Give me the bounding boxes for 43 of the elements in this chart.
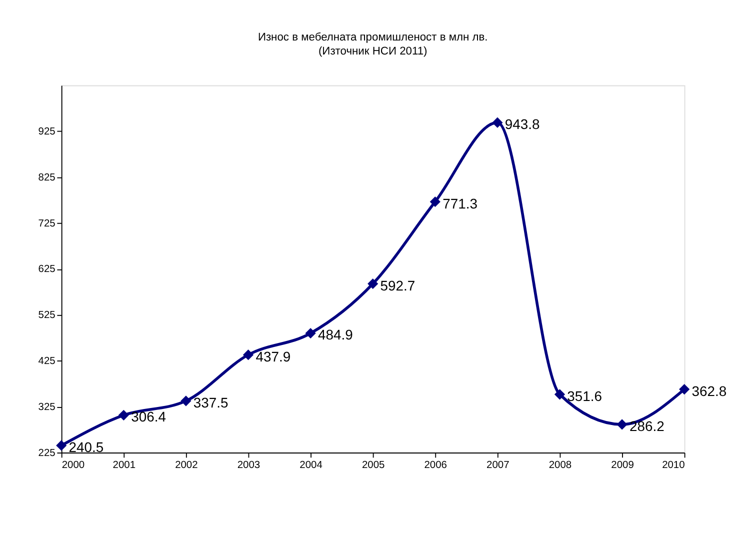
data-label: 771.3 bbox=[442, 195, 478, 212]
data-label: 306.4 bbox=[131, 408, 166, 425]
point bbox=[56, 440, 67, 451]
point bbox=[368, 278, 378, 290]
y-tick-label: 625 bbox=[38, 264, 56, 276]
data-label: 592.7 bbox=[380, 277, 416, 294]
y-tick-label: 325 bbox=[38, 402, 56, 413]
x-tick-label: 2004 bbox=[300, 460, 323, 471]
point bbox=[305, 328, 316, 339]
y-tick-label: 725 bbox=[38, 218, 56, 230]
data-label: 943.8 bbox=[504, 116, 540, 132]
x-tick-label: 2005 bbox=[362, 460, 385, 471]
x-tick-label: 2008 bbox=[548, 460, 572, 471]
point bbox=[492, 117, 503, 128]
x-tick-label: 2002 bbox=[175, 460, 198, 471]
data-label: 351.6 bbox=[567, 388, 602, 404]
data-label: 484.9 bbox=[318, 326, 354, 343]
x-tick-label: 2009 bbox=[611, 460, 634, 471]
x-tick-label: 2003 bbox=[237, 460, 260, 471]
point bbox=[180, 396, 192, 406]
x-tick-label: 2007 bbox=[486, 460, 510, 471]
data-label: 337.5 bbox=[193, 394, 229, 410]
x-tick-label: 2001 bbox=[112, 460, 136, 471]
chart-title: Износ в мебелната промишленост в млн лв. bbox=[258, 32, 488, 44]
point bbox=[679, 384, 690, 395]
data-label: 240.5 bbox=[68, 438, 104, 455]
x-tick-label: 2010 bbox=[662, 460, 686, 471]
y-tick-label: 525 bbox=[38, 310, 56, 322]
y-tick-label: 825 bbox=[38, 172, 56, 184]
y-tick-label: 925 bbox=[38, 126, 56, 138]
point bbox=[118, 410, 129, 420]
data-label: 286.2 bbox=[629, 418, 665, 434]
point bbox=[616, 419, 628, 430]
y-tick-label: 425 bbox=[38, 356, 56, 367]
chart-subtitle: (Източник НСИ 2011) bbox=[318, 46, 428, 58]
x-tick-label: 2006 bbox=[424, 460, 448, 471]
data-label: 437.9 bbox=[256, 348, 291, 364]
point bbox=[430, 196, 440, 208]
point bbox=[554, 389, 566, 400]
y-tick-label: 225 bbox=[38, 448, 56, 459]
x-tick-label: 2000 bbox=[62, 460, 85, 471]
data-label: 362.8 bbox=[692, 382, 727, 399]
point bbox=[242, 350, 254, 360]
